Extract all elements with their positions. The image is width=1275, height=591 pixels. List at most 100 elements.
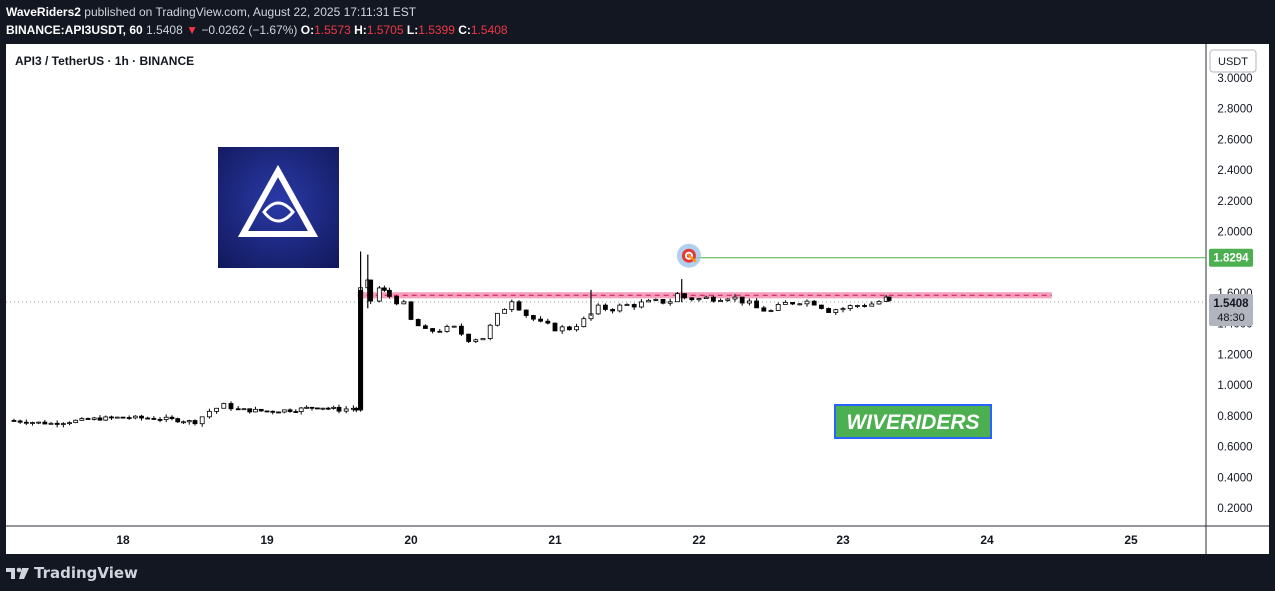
wiveriders-watermark: WIVERIDERS <box>834 404 992 439</box>
currency-label: USDT <box>1218 56 1248 68</box>
change-down-icon: ▼ <box>186 23 198 37</box>
price-tick-label: 2.2000 <box>1217 196 1252 208</box>
candle-down <box>270 410 276 413</box>
resistance-zone <box>357 292 1052 299</box>
candle-up <box>298 407 304 412</box>
candle-up <box>343 408 349 412</box>
candle-up <box>67 422 72 425</box>
candle-up <box>163 416 169 420</box>
open-value: 1.5573 <box>314 23 351 37</box>
candle-up <box>73 419 79 424</box>
candle-up <box>79 418 85 421</box>
candle-down <box>258 408 264 412</box>
tradingview-logo[interactable]: TradingView <box>6 564 138 582</box>
target-group <box>676 243 1206 268</box>
currency-button[interactable] <box>1209 49 1257 73</box>
price-axis-ticks: 0.20000.40000.60000.80001.00001.20001.40… <box>1217 73 1252 515</box>
candle-up <box>646 299 651 303</box>
price-tick-label: 2.4000 <box>1217 165 1252 177</box>
candle-down <box>192 420 198 425</box>
candle-down <box>247 408 253 413</box>
candle-down <box>603 304 608 310</box>
candle-down <box>739 296 745 304</box>
candle-up <box>444 326 450 332</box>
candle-down <box>120 416 126 419</box>
author-name[interactable]: WaveRiders2 <box>6 5 81 19</box>
chart-panel[interactable]: API3 / TetherUS · 1h · BINANCE USDT 0.20… <box>6 44 1269 554</box>
candle-up <box>718 300 723 302</box>
candle-up <box>376 287 382 302</box>
candle-down <box>394 296 400 305</box>
candle-down <box>287 409 293 412</box>
candle-down <box>97 417 103 421</box>
price-chart[interactable]: API3 / TetherUS · 1h · BINANCE USDT 0.20… <box>6 44 1269 554</box>
publish-header: WaveRiders2 published on TradingView.com… <box>0 0 1275 44</box>
open-label: O: <box>300 23 315 37</box>
time-axis-ticks: 18 19 20 21 22 23 24 25 <box>116 533 1138 547</box>
candle-down <box>567 326 572 331</box>
candle-down <box>381 287 387 291</box>
api3-logo <box>218 147 339 268</box>
candle-up <box>768 310 774 312</box>
candle-down <box>538 318 543 322</box>
candle-down <box>325 407 331 410</box>
candle-up <box>775 304 781 311</box>
candle-down <box>689 297 695 301</box>
candle-down <box>531 315 536 320</box>
candle-down <box>139 415 144 419</box>
price-change: −0.0262 (−1.67%) <box>201 23 298 37</box>
candle-down <box>309 406 315 409</box>
candle-up <box>186 420 192 423</box>
candle-up <box>653 299 659 301</box>
time-tick-label: 25 <box>1124 533 1138 547</box>
candle-down <box>151 418 157 420</box>
candle-up <box>617 304 623 312</box>
candle-up <box>103 416 109 421</box>
symbol-name[interactable]: BINANCE:API3USDT, 60 <box>6 23 143 37</box>
candle-down <box>682 293 687 299</box>
candle-up <box>595 304 601 315</box>
time-tick-label: 18 <box>116 533 130 547</box>
resistance-zone-group <box>6 292 1206 303</box>
candle-down <box>157 419 163 421</box>
candle-down <box>430 328 436 332</box>
candle-up <box>502 309 508 314</box>
candle-up <box>574 326 579 331</box>
high-label: H: <box>354 23 367 37</box>
candle-up <box>667 301 673 304</box>
candle-down <box>169 416 175 420</box>
target-price-label: 1.8294 <box>1213 253 1249 265</box>
candle-up <box>876 301 882 305</box>
candle-down <box>826 308 831 313</box>
price-tick-label: 0.2000 <box>1217 503 1252 515</box>
candle-down <box>437 330 443 333</box>
candle-down <box>17 420 23 423</box>
candle-up <box>487 324 493 339</box>
candle-down <box>175 418 181 423</box>
tradingview-logo-icon <box>6 567 29 579</box>
candle-up <box>804 300 810 305</box>
time-tick-label: 24 <box>980 533 994 547</box>
publish-info: WaveRiders2 published on TradingView.com… <box>6 5 416 19</box>
candle-up <box>206 410 212 418</box>
time-tick-label: 19 <box>260 533 274 547</box>
watermark-text: WIVERIDERS <box>846 411 979 434</box>
candle-up <box>241 408 247 411</box>
candle-up <box>696 298 702 301</box>
candle-down <box>660 299 666 304</box>
candle-up <box>840 308 846 311</box>
price-tick-label: 0.8000 <box>1217 411 1252 423</box>
candle-up <box>320 407 326 410</box>
candle-down <box>145 417 151 420</box>
candle-down <box>42 421 48 425</box>
candle-down <box>126 417 132 419</box>
candle-down <box>886 296 892 301</box>
last-price-badge <box>1209 294 1253 327</box>
candle-up <box>30 422 35 424</box>
symbol-info: BINANCE:API3USDT, 60 1.5408 ▼ −0.0262 (−… <box>6 23 508 37</box>
candle-up <box>783 302 788 305</box>
candle-up <box>401 301 407 305</box>
candle-up <box>747 300 752 304</box>
candle-up <box>48 422 54 425</box>
close-label: C: <box>458 23 471 37</box>
